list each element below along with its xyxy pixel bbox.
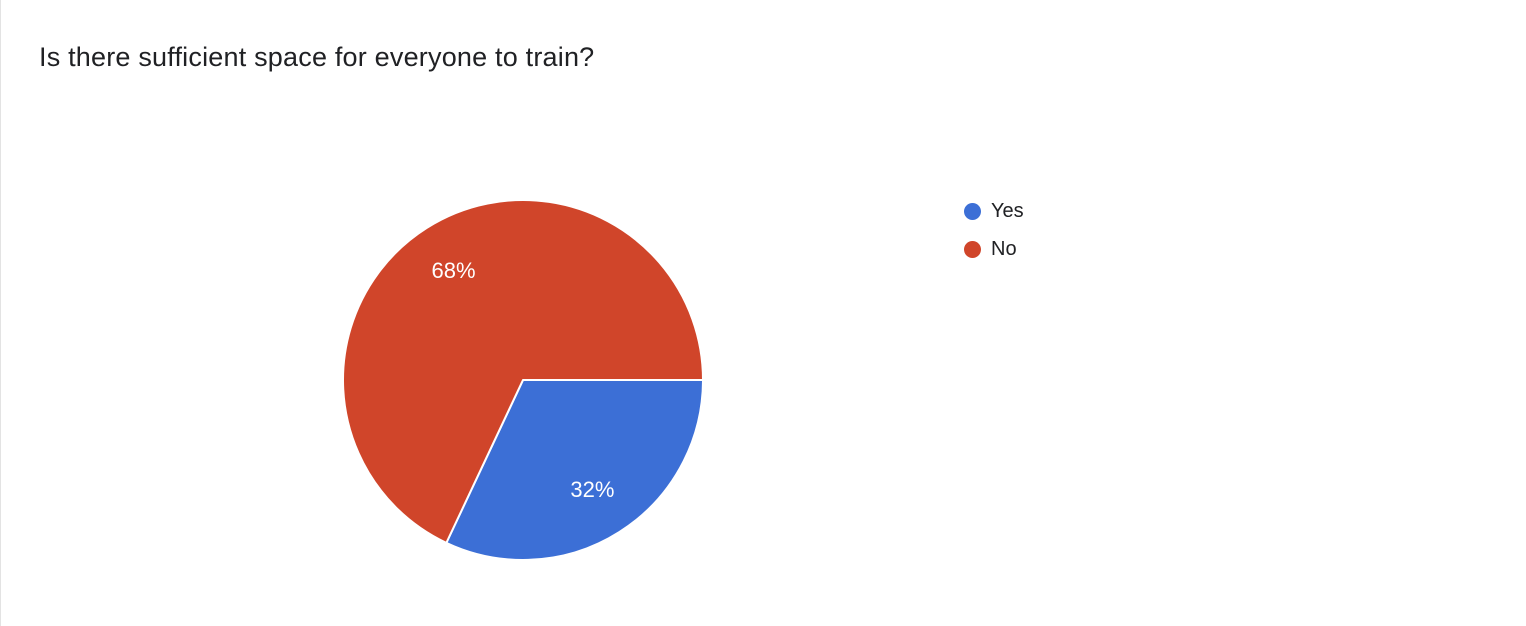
legend: Yes No (964, 199, 1024, 275)
slice-label-no: 68% (432, 258, 476, 283)
pie-slice-no (342, 199, 704, 544)
legend-item-no: No (964, 237, 1024, 261)
pie-slice-yes (445, 379, 704, 561)
slice-label-yes: 32% (570, 477, 614, 502)
chart-title: Is there sufficient space for everyone t… (39, 42, 595, 72)
legend-swatch-yes (964, 202, 981, 220)
pie-chart: 32% 68% (342, 199, 704, 561)
legend-item-yes: Yes (964, 199, 1024, 223)
legend-label-no: No (991, 238, 1017, 260)
legend-label-yes: Yes (991, 200, 1024, 222)
legend-swatch-no (964, 240, 981, 258)
